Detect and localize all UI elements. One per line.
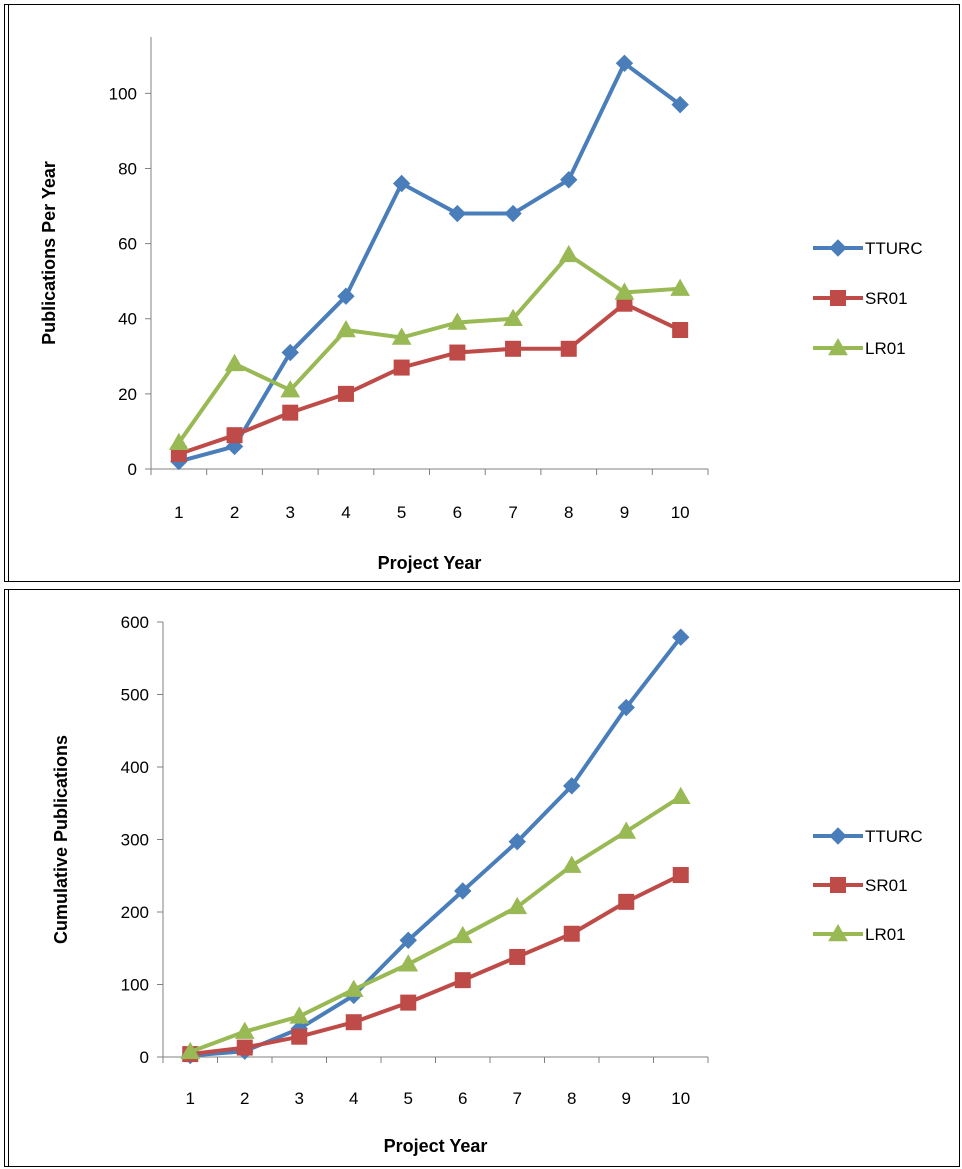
series-line-tturc <box>179 63 680 461</box>
legend-label-tturc: TTURC <box>865 239 923 258</box>
series-tturc <box>171 55 688 469</box>
x-tick-label: 8 <box>567 1089 576 1108</box>
legend-marker-sr01 <box>831 878 846 893</box>
legend-item-sr01: SR01 <box>813 876 908 895</box>
x-tick-label: 8 <box>564 503 573 522</box>
x-tick-label: 10 <box>671 503 690 522</box>
data-point-lr01 <box>617 823 635 839</box>
data-point-sr01 <box>673 868 688 883</box>
legend-label-lr01: LR01 <box>865 339 906 358</box>
x-tick-label: 9 <box>622 1089 631 1108</box>
x-tick-label: 7 <box>513 1089 522 1108</box>
data-point-lr01 <box>226 355 244 371</box>
data-point-sr01 <box>564 926 579 941</box>
y-tick-label: 100 <box>109 84 137 103</box>
x-tick-label: 2 <box>240 1089 249 1108</box>
x-tick-label: 4 <box>341 503 350 522</box>
x-axis-title: Project Year <box>384 1136 488 1156</box>
chart-publications-per-year: 0 20 40 60 80 100 1 2 3 4 5 6 7 8 9 10 Project Year Publi… <box>5 5 959 581</box>
data-point-tturc <box>394 176 410 192</box>
legend-label-sr01: SR01 <box>865 876 908 895</box>
x-tick-label: 1 <box>186 1089 195 1108</box>
y-tick-label: 600 <box>121 613 149 632</box>
series-lr01 <box>170 246 689 450</box>
legend-marker-tturc <box>830 828 846 844</box>
data-point-sr01 <box>673 323 688 338</box>
data-point-sr01 <box>237 1040 252 1055</box>
legend-label-tturc: TTURC <box>865 827 923 846</box>
x-tick-label: 6 <box>453 503 462 522</box>
y-tick-label: 300 <box>121 831 149 850</box>
x-axis-title: Project Year <box>378 553 482 573</box>
data-point-sr01 <box>292 1029 307 1044</box>
legend-label-sr01: SR01 <box>865 289 908 308</box>
series-tturc <box>182 629 689 1063</box>
x-tick-label: 2 <box>230 503 239 522</box>
legend-item-tturc: TTURC <box>813 827 923 846</box>
x-tick-label: 5 <box>397 503 406 522</box>
x-tick-label: 4 <box>349 1089 358 1108</box>
legend-label-lr01: LR01 <box>865 925 906 944</box>
data-point-sr01 <box>450 345 465 360</box>
data-point-sr01 <box>394 360 409 375</box>
y-tick-label: 100 <box>121 976 149 995</box>
x-tick-label: 1 <box>174 503 183 522</box>
y-tick-label: 80 <box>118 159 137 178</box>
legend-marker-sr01 <box>831 291 846 306</box>
x-tick-label: 5 <box>404 1089 413 1108</box>
y-tick-label: 400 <box>121 758 149 777</box>
y-tick-label: 0 <box>140 1048 149 1067</box>
legend-item-sr01: SR01 <box>813 289 908 308</box>
data-point-sr01 <box>506 341 521 356</box>
series-sr01 <box>183 868 689 1062</box>
chart-cumulative-publications: 0 100 200 300 400 500 600 1 2 3 4 5 6 7 8 9 10 Project Ye… <box>5 590 959 1166</box>
data-point-sr01 <box>346 1015 361 1030</box>
series-sr01 <box>171 296 687 461</box>
data-point-lr01 <box>672 788 690 804</box>
data-point-lr01 <box>563 857 581 873</box>
y-tick-label: 60 <box>118 235 137 254</box>
data-point-tturc <box>449 206 465 222</box>
legend-item-tturc: TTURC <box>813 239 923 258</box>
data-point-sr01 <box>338 386 353 401</box>
y-axis-title: Cumulative Publications <box>51 735 71 944</box>
series-lr01 <box>181 788 690 1059</box>
data-point-sr01 <box>283 405 298 420</box>
series-line-lr01 <box>190 797 681 1052</box>
series-line-sr01 <box>179 304 680 454</box>
x-tick-label: 6 <box>458 1089 467 1108</box>
y-tick-label: 20 <box>118 385 137 404</box>
y-tick-label: 40 <box>118 310 137 329</box>
legend-item-lr01: LR01 <box>813 925 906 944</box>
data-point-sr01 <box>227 428 242 443</box>
y-tick-label: 500 <box>121 686 149 705</box>
data-point-sr01 <box>455 973 470 988</box>
chart-panel-publications-per-year: 0 20 40 60 80 100 1 2 3 4 5 6 7 8 9 10 Project Year Publi… <box>4 4 960 582</box>
data-point-sr01 <box>510 949 525 964</box>
x-tick-label: 7 <box>508 503 517 522</box>
x-tick-label: 3 <box>295 1089 304 1108</box>
y-axis-title: Publications Per Year <box>39 161 59 345</box>
chart-panel-cumulative-publications: 0 100 200 300 400 500 600 1 2 3 4 5 6 7 8 9 10 Project Ye… <box>4 589 960 1167</box>
x-tick-label: 10 <box>671 1089 690 1108</box>
y-tick-label: 0 <box>128 460 137 479</box>
legend-item-lr01: LR01 <box>813 339 906 358</box>
data-point-sr01 <box>619 894 634 909</box>
x-tick-label: 3 <box>286 503 295 522</box>
y-tick-label: 200 <box>121 903 149 922</box>
legend-marker-tturc <box>830 240 846 256</box>
data-point-sr01 <box>401 995 416 1010</box>
data-point-lr01 <box>560 246 578 262</box>
data-point-sr01 <box>561 341 576 356</box>
x-tick-label: 9 <box>620 503 629 522</box>
